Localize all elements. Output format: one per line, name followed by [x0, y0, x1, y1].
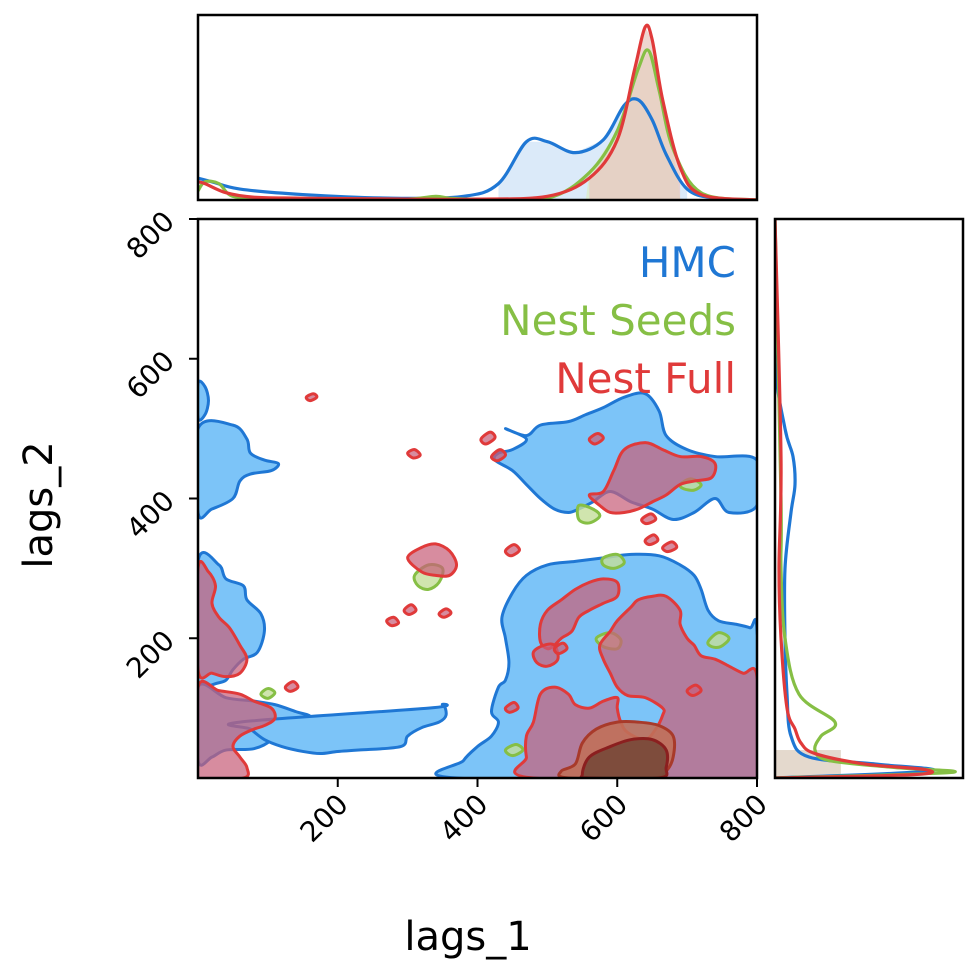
- contour-region: [503, 742, 525, 758]
- contour-region: [406, 448, 422, 460]
- marginal-y-curve: [775, 219, 935, 778]
- contour-region: [552, 641, 569, 656]
- contour-region: [198, 419, 281, 520]
- marginal-x-curve: [198, 23, 757, 200]
- marginal-y-panel: [773, 217, 965, 780]
- contour-region: [587, 432, 605, 446]
- contour-region: [587, 441, 718, 515]
- y-axis-label: lags_2: [16, 441, 62, 568]
- contour-region: [503, 701, 520, 714]
- x-tick-label: 600: [573, 788, 634, 849]
- contour-region: [513, 593, 757, 778]
- contour-series-nest-full: [198, 392, 757, 778]
- contour-region: [489, 448, 507, 463]
- legend: HMC Nest Seeds Nest Full: [500, 238, 736, 403]
- contour-region: [575, 503, 602, 525]
- marginal-x-curve: [198, 97, 757, 200]
- contour-region: [531, 642, 560, 668]
- contour-region: [406, 542, 459, 578]
- contour-region: [437, 607, 453, 619]
- contour-region: [661, 540, 679, 554]
- marginal-y-frame: [773, 217, 965, 780]
- marginal-y-curve: [775, 219, 957, 778]
- contour-region: [304, 392, 319, 403]
- x-tick-label: 400: [433, 788, 494, 849]
- y-tick-label: 400: [120, 484, 181, 545]
- x-tick-label: 800: [713, 788, 774, 849]
- contour-region: [198, 560, 249, 680]
- contour-region: [402, 603, 418, 616]
- y-tick-label: 600: [120, 344, 181, 405]
- legend-entry-nest-full: Nest Full: [555, 354, 736, 403]
- contour-region: [706, 631, 731, 649]
- contour-region: [259, 687, 277, 700]
- contour-region: [198, 379, 210, 422]
- contour-region: [503, 543, 521, 558]
- marginal-x-panel: [196, 13, 759, 202]
- contour-region: [643, 533, 660, 547]
- y-tick-label: 200: [120, 624, 181, 685]
- joint-contour-panel: 200 400 600 800 200 400 600 800 HMC Nest Seeds N…: [120, 205, 774, 849]
- contour-region: [600, 552, 626, 570]
- contour-region: [283, 680, 300, 693]
- contour-region: [385, 615, 401, 628]
- x-tick-label: 200: [294, 788, 355, 849]
- marginal-y-band: [775, 750, 841, 778]
- y-tick-label: 800: [120, 205, 181, 266]
- x-axis-label: lags_1: [404, 914, 531, 960]
- contour-region: [640, 512, 658, 526]
- marginal-x-frame: [196, 13, 759, 202]
- legend-entry-nest-seeds: Nest Seeds: [500, 296, 736, 345]
- legend-entry-hmc: HMC: [639, 238, 736, 287]
- contour-region: [479, 430, 497, 446]
- contour-region: [579, 736, 669, 778]
- contour-region: [685, 683, 703, 698]
